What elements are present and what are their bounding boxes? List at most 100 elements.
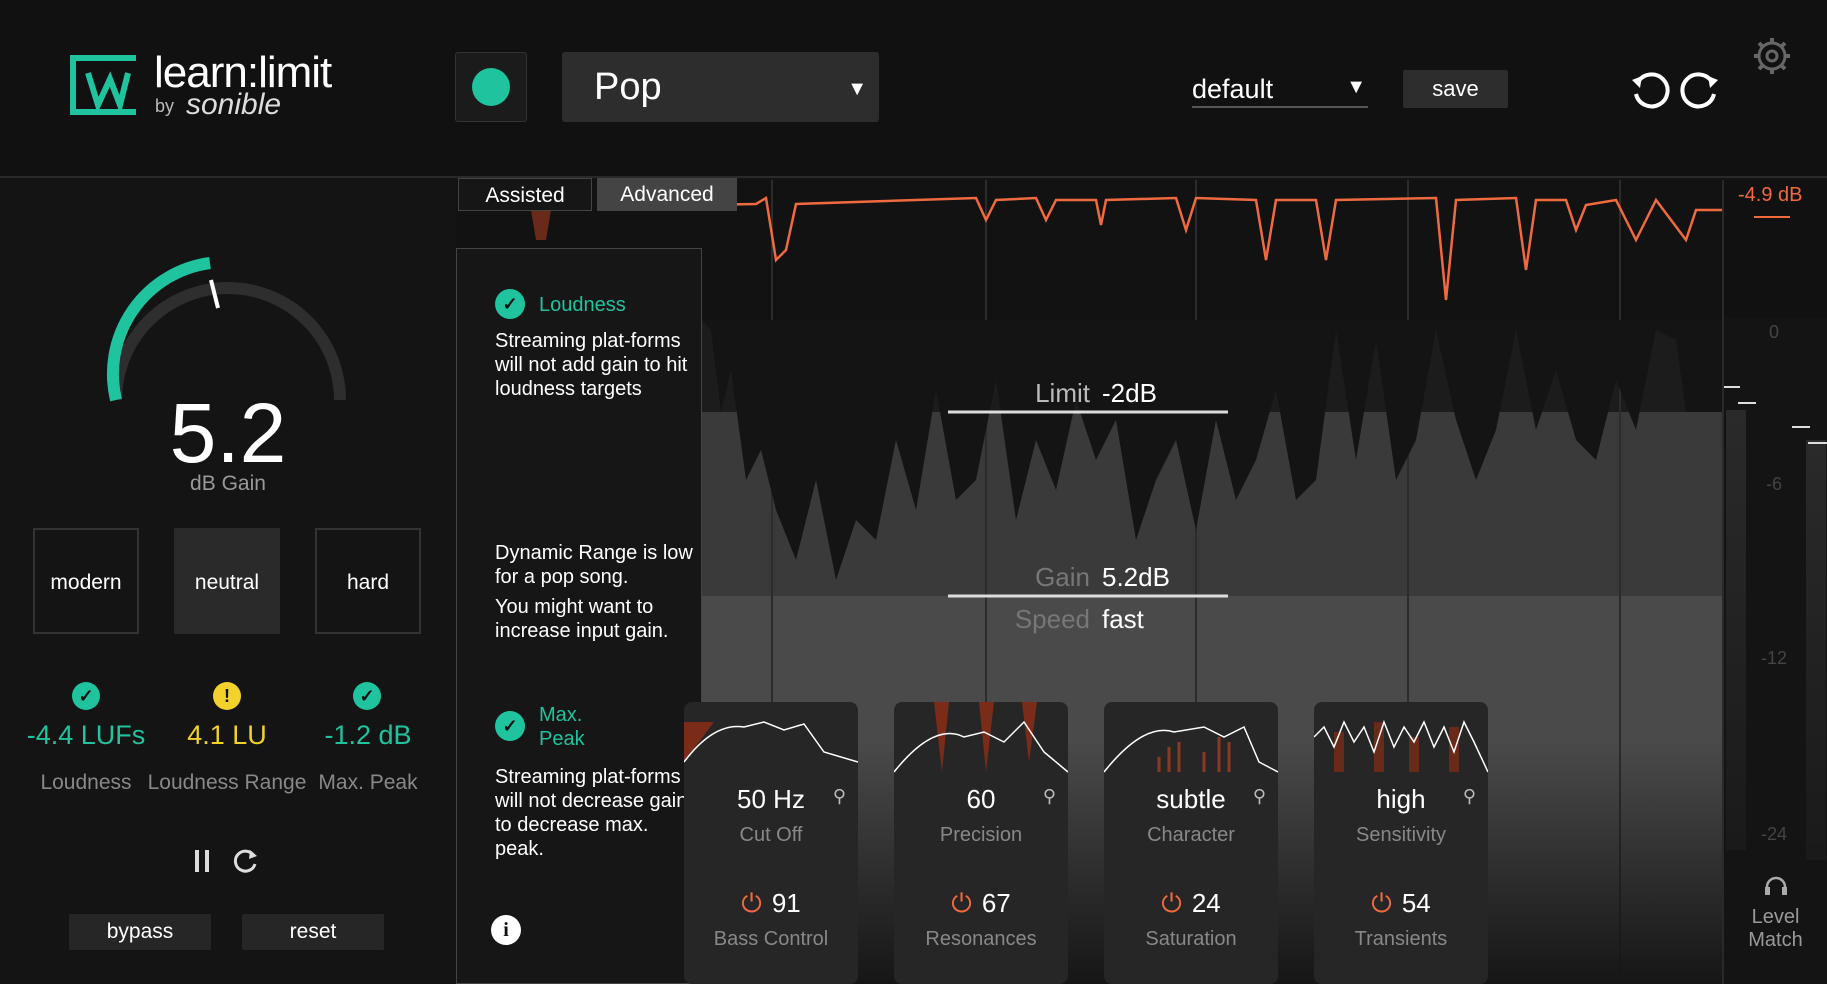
resonances-label: Resonances bbox=[925, 928, 1037, 950]
undo-icon[interactable] bbox=[1628, 68, 1672, 112]
reset-button[interactable]: reset bbox=[242, 914, 384, 950]
preset-value: default bbox=[1192, 74, 1274, 104]
level-match-line-2: Match bbox=[1748, 929, 1803, 951]
logo-icon bbox=[70, 55, 136, 115]
warning-icon: ! bbox=[213, 682, 241, 710]
module-card-resonances[interactable]: 60 ⚲ Precision ⏻ 67 Resonances bbox=[894, 702, 1068, 984]
speed-label: Speed bbox=[1014, 604, 1090, 634]
speed-value[interactable]: fast bbox=[1102, 604, 1144, 634]
transients-value: 54 bbox=[1401, 888, 1431, 918]
save-button[interactable]: save bbox=[1403, 70, 1508, 108]
resonances-value: 67 bbox=[981, 888, 1011, 918]
peak-info-text: Streaming plat-forms will not decrease g… bbox=[495, 766, 688, 860]
module-card-bass[interactable]: 50 Hz ⚲ Cut Off ⏻ 91 Bass Control bbox=[684, 702, 858, 984]
meter-bar-left bbox=[1726, 410, 1746, 850]
max-peak-value: -1.2 dB bbox=[324, 720, 412, 750]
bass-control-value: 91 bbox=[771, 888, 801, 918]
pin-icon[interactable]: ⚲ bbox=[832, 786, 846, 806]
power-icon[interactable]: ⏻ bbox=[951, 888, 972, 918]
module-card-transients[interactable]: high ⚲ Sensitivity ⏻ 54 Transients bbox=[1314, 702, 1488, 984]
gain-value: 5.2 bbox=[169, 386, 287, 480]
info-icon[interactable]: i bbox=[491, 915, 521, 945]
loudness-range-value: 4.1 LU bbox=[187, 720, 267, 750]
refresh-icon[interactable] bbox=[230, 846, 260, 876]
learn-button[interactable] bbox=[455, 52, 527, 122]
tab-advanced[interactable]: Advanced bbox=[597, 178, 737, 211]
mode-button-neutral[interactable]: neutral bbox=[174, 528, 280, 634]
precision-label: Precision bbox=[939, 824, 1023, 846]
gain-knob[interactable] bbox=[100, 240, 356, 420]
level-meter: -4.9 dB 0 -6 -12 -24 Level Match bbox=[1722, 180, 1827, 984]
loudness-value: -4.4 LUFs bbox=[26, 720, 146, 750]
redo-icon[interactable] bbox=[1678, 68, 1722, 112]
max-peak-label: Max. Peak bbox=[318, 771, 418, 794]
chevron-down-icon: ▼ bbox=[1346, 76, 1366, 98]
power-icon[interactable]: ⏻ bbox=[1161, 888, 1182, 918]
character-label: Character bbox=[1147, 824, 1235, 846]
module-card-saturation[interactable]: subtle ⚲ Character ⏻ 24 Saturation bbox=[1104, 702, 1278, 984]
loudness-info-text: Streaming plat-forms will not add gain t… bbox=[495, 330, 688, 400]
meter-marker bbox=[1792, 426, 1810, 428]
record-dot-icon bbox=[472, 68, 510, 106]
bass-curve-icon bbox=[684, 721, 858, 763]
cutoff-value: 50 Hz bbox=[737, 784, 805, 814]
peak-info-title-1: Max. bbox=[539, 704, 583, 726]
check-icon: ✓ bbox=[72, 682, 100, 710]
sensitivity-label: Sensitivity bbox=[1355, 824, 1447, 846]
power-icon[interactable]: ⏻ bbox=[1371, 888, 1392, 918]
logo-brand: sonible bbox=[186, 88, 282, 121]
peak-marker bbox=[1754, 216, 1790, 218]
range-info-text-2: You might want to increase input gain. bbox=[495, 596, 669, 642]
power-icon[interactable]: ⏻ bbox=[741, 888, 762, 918]
tab-assisted[interactable]: Assisted bbox=[458, 178, 592, 211]
chevron-down-icon: ▼ bbox=[847, 78, 867, 100]
meter-marker bbox=[1738, 402, 1756, 404]
range-info-text-1: Dynamic Range is low for a pop song. bbox=[495, 542, 693, 588]
loudness-label: Loudness bbox=[40, 771, 132, 794]
meter-marker bbox=[1724, 386, 1740, 388]
pin-icon[interactable]: ⚲ bbox=[1462, 786, 1476, 806]
meter-tick: -12 bbox=[1760, 648, 1787, 668]
peak-info-title-2: Peak bbox=[539, 728, 585, 750]
bass-control-label: Bass Control bbox=[713, 928, 829, 950]
pin-icon[interactable]: ⚲ bbox=[1252, 786, 1266, 806]
meter-tick: 0 bbox=[1768, 322, 1779, 342]
gain-param-label: Gain bbox=[1035, 562, 1090, 592]
headphones-icon[interactable] bbox=[1764, 876, 1788, 896]
meter-tick: -6 bbox=[1765, 474, 1782, 494]
loudness-range-label: Loudness Range bbox=[147, 771, 307, 794]
check-icon: ✓ bbox=[495, 711, 525, 741]
cutoff-label: Cut Off bbox=[739, 824, 803, 846]
saturation-curve-icon bbox=[1104, 725, 1278, 773]
genre-dropdown[interactable]: Pop ▼ bbox=[562, 52, 879, 122]
meter-marker bbox=[1808, 442, 1827, 444]
saturation-value: 24 bbox=[1191, 888, 1221, 918]
check-icon: ✓ bbox=[353, 682, 381, 710]
limit-label: Limit bbox=[1035, 378, 1090, 408]
header-bar: learn:limit by sonible Pop ▼ default ▼ s… bbox=[0, 0, 1827, 178]
level-match-button[interactable]: Level Match bbox=[1724, 906, 1827, 952]
peak-readout-area bbox=[1724, 180, 1827, 318]
bypass-button[interactable]: bypass bbox=[69, 914, 211, 950]
mode-button-hard[interactable]: hard bbox=[315, 528, 421, 634]
pin-icon[interactable]: ⚲ bbox=[1042, 786, 1056, 806]
gain-param-value[interactable]: 5.2dB bbox=[1102, 562, 1170, 592]
precision-value: 60 bbox=[966, 784, 996, 814]
peak-readout: -4.9 dB bbox=[1738, 184, 1803, 206]
meter-bar-right bbox=[1806, 440, 1826, 860]
transients-label: Transients bbox=[1354, 928, 1448, 950]
gain-label: dB Gain bbox=[190, 472, 266, 495]
gear-icon[interactable] bbox=[1752, 36, 1792, 76]
saturation-label: Saturation bbox=[1145, 928, 1237, 950]
mode-button-modern[interactable]: modern bbox=[33, 528, 139, 634]
resonance-curve-icon bbox=[894, 702, 1068, 773]
limit-value[interactable]: -2dB bbox=[1102, 378, 1157, 408]
preset-dropdown[interactable]: default ▼ bbox=[1192, 70, 1368, 108]
check-icon: ✓ bbox=[495, 289, 525, 319]
logo-by: by bbox=[155, 96, 175, 116]
info-panel: ✓ Loudness Streaming plat-forms will not… bbox=[456, 248, 702, 984]
meter-tick: -24 bbox=[1760, 824, 1787, 844]
genre-value: Pop bbox=[594, 66, 662, 108]
level-match-line-1: Level bbox=[1751, 906, 1800, 928]
pause-icon[interactable] bbox=[193, 848, 213, 874]
